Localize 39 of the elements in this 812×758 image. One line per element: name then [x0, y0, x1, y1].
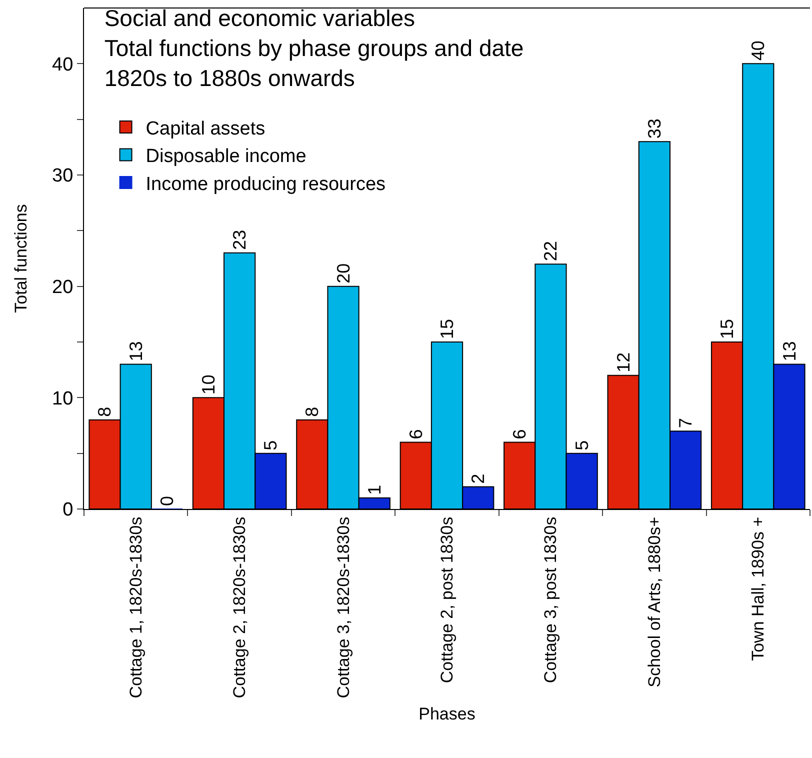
- y-tick-label: 40: [52, 54, 74, 76]
- data-label: 23: [230, 230, 250, 250]
- data-label: 12: [613, 352, 634, 372]
- y-tick-label: 20: [52, 276, 74, 298]
- y-tick-label: 0: [62, 500, 74, 521]
- data-label: 5: [572, 440, 592, 450]
- data-label: 2: [468, 474, 488, 484]
- data-label: 6: [510, 429, 530, 440]
- data-label: 40: [748, 40, 768, 61]
- data-label: 8: [94, 406, 115, 417]
- x-tick-label: School of Arts, 1880s+: [644, 516, 664, 688]
- x-tick-label: Cottage 2, 1820s-1830s: [230, 516, 250, 698]
- data-label: 20: [333, 263, 354, 284]
- data-label: 8: [302, 406, 322, 417]
- legend-label: Disposable income: [146, 146, 306, 168]
- y-axis-title: Total functions: [12, 204, 31, 313]
- x-tick-label: Cottage 2, post 1830s: [438, 516, 457, 684]
- data-label: 7: [676, 418, 696, 428]
- x-tick-label: Cottage 3, 1820s-1830s: [334, 516, 353, 698]
- x-axis-title: Phases: [418, 704, 476, 724]
- data-label: 0: [156, 496, 177, 506]
- data-label: 5: [260, 440, 281, 450]
- data-label: 33: [644, 118, 664, 139]
- y-tick-label: 10: [52, 388, 74, 410]
- data-label: 13: [779, 341, 800, 362]
- data-label: 6: [406, 429, 426, 440]
- data-label: 15: [717, 318, 738, 339]
- legend-label: Capital assets: [146, 118, 266, 140]
- data-label: 22: [540, 241, 561, 262]
- x-tick-label: Town Hall, 1890s +: [748, 516, 768, 661]
- data-label: 15: [437, 318, 457, 339]
- data-label: 13: [126, 341, 146, 362]
- data-label: 1: [364, 484, 384, 495]
- legend-label: Income producing resources: [146, 174, 386, 195]
- text: Social and economic variables Total functions by phase groups and date 1820s to 1880s onwards: [104, 5, 524, 91]
- x-tick-label: Cottage 1, 1820s-1830s: [126, 516, 146, 698]
- y-tick-label: 30: [52, 166, 74, 187]
- data-label: 10: [198, 374, 218, 395]
- x-tick-label: Cottage 3, post 1830s: [541, 516, 560, 684]
